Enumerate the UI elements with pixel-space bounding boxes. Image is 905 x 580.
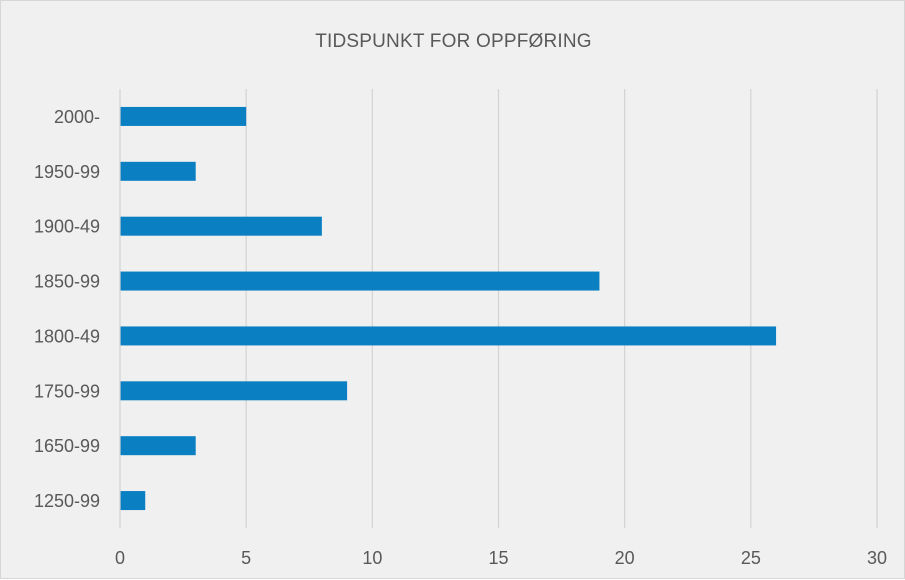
bar-1750-99	[120, 381, 348, 401]
x-tick-label: 20	[615, 548, 635, 568]
bar-1950-99	[120, 161, 196, 181]
bar-1850-99	[120, 271, 600, 291]
x-tick-label: 0	[115, 548, 125, 568]
y-tick-label: 1250-99	[34, 491, 100, 511]
y-tick-label: 1950-99	[34, 162, 100, 182]
chart-title: TIDSPUNKT FOR OPPFØRING	[315, 31, 592, 52]
y-tick-label: 1800-49	[34, 326, 100, 346]
x-tick-label: 10	[362, 548, 382, 568]
x-tick-label: 30	[867, 548, 887, 568]
y-tick-label: 1850-99	[34, 272, 100, 292]
bar-1250-99	[120, 491, 146, 511]
y-tick-label: 1900-49	[34, 217, 100, 237]
y-tick-label: 1650-99	[34, 436, 100, 456]
x-tick-label: 25	[741, 548, 761, 568]
bar-1900-49	[120, 216, 322, 236]
bar-1650-99	[120, 436, 196, 456]
x-tick-label: 5	[241, 548, 251, 568]
bar-2000-	[120, 106, 247, 126]
bar-1800-49	[120, 326, 777, 346]
x-tick-label: 15	[488, 548, 508, 568]
y-tick-label: 1750-99	[34, 381, 100, 401]
y-tick-label: 2000-	[54, 107, 100, 127]
